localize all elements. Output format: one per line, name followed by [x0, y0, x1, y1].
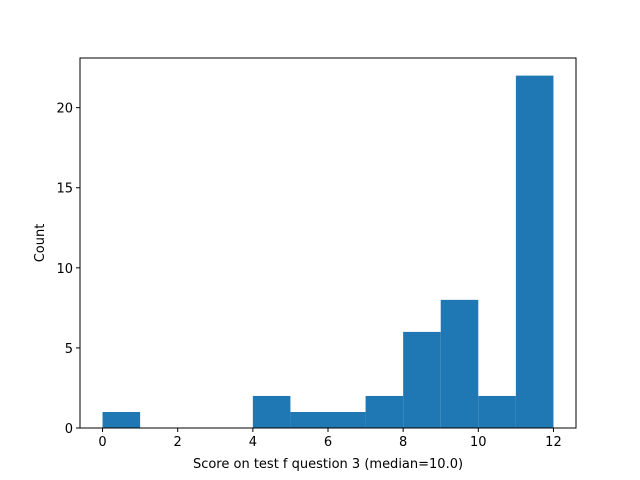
bar	[102, 411, 141, 428]
x-tick-label: 4	[249, 435, 257, 450]
y-tick-label: 15	[56, 182, 73, 197]
bar	[440, 299, 479, 428]
x-tick-label: 8	[399, 435, 407, 450]
x-tick-label: 12	[545, 435, 562, 450]
axes-frame	[79, 57, 577, 429]
bar	[515, 75, 554, 428]
bar	[252, 395, 291, 428]
bar	[478, 395, 516, 428]
x-axis-label: Score on test f question 3 (median=10.0)	[193, 457, 463, 472]
x-tick-label: 6	[324, 435, 332, 450]
x-tick-label: 2	[174, 435, 182, 450]
y-tick-label: 0	[65, 422, 73, 437]
bar	[403, 331, 441, 428]
y-tick-label: 5	[65, 342, 73, 357]
x-tick-label: 0	[98, 435, 106, 450]
bar	[328, 411, 366, 428]
y-axis-label: Count	[33, 224, 48, 263]
y-tick-label: 10	[56, 262, 73, 277]
y-tick-label: 20	[56, 102, 73, 117]
bar	[290, 411, 328, 428]
bar	[365, 395, 404, 428]
x-tick-label: 10	[470, 435, 487, 450]
